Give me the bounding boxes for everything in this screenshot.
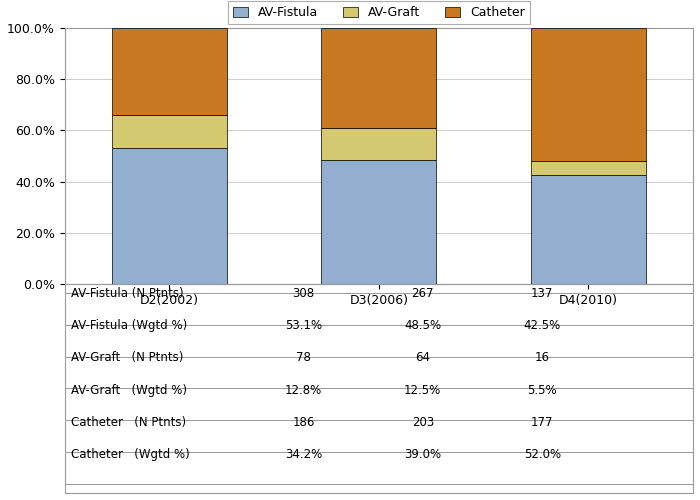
Bar — [321, 160, 436, 284]
Text: AV-Graft   (N Ptnts): AV-Graft (N Ptnts) — [71, 352, 183, 364]
Text: Catheter   (Wgtd %): Catheter (Wgtd %) — [71, 448, 190, 461]
Bar — [112, 28, 227, 116]
Bar — [531, 175, 646, 284]
Legend: AV-Fistula, AV-Graft, Catheter: AV-Fistula, AV-Graft, Catheter — [228, 1, 530, 24]
Bar — [531, 161, 646, 175]
Text: 5.5%: 5.5% — [527, 384, 557, 396]
Text: 12.8%: 12.8% — [285, 384, 322, 396]
Text: 48.5%: 48.5% — [404, 319, 442, 332]
Bar — [112, 148, 227, 284]
Text: 64: 64 — [415, 352, 430, 364]
Bar — [531, 28, 646, 161]
Text: 39.0%: 39.0% — [404, 448, 442, 461]
Bar — [321, 128, 436, 160]
Text: 137: 137 — [531, 287, 554, 300]
Text: 12.5%: 12.5% — [404, 384, 442, 396]
Text: 186: 186 — [292, 416, 314, 429]
Text: 203: 203 — [412, 416, 434, 429]
Text: 267: 267 — [412, 287, 434, 300]
Text: 34.2%: 34.2% — [285, 448, 322, 461]
Bar — [112, 116, 227, 148]
Text: AV-Fistula (N Ptnts): AV-Fistula (N Ptnts) — [71, 287, 183, 300]
Text: AV-Fistula (Wgtd %): AV-Fistula (Wgtd %) — [71, 319, 187, 332]
Text: 16: 16 — [535, 352, 550, 364]
Text: 177: 177 — [531, 416, 554, 429]
Text: 42.5%: 42.5% — [524, 319, 561, 332]
Text: AV-Graft   (Wgtd %): AV-Graft (Wgtd %) — [71, 384, 187, 396]
Bar — [321, 28, 436, 128]
Text: 53.1%: 53.1% — [285, 319, 322, 332]
Text: 78: 78 — [296, 352, 311, 364]
Text: 52.0%: 52.0% — [524, 448, 561, 461]
Text: 308: 308 — [293, 287, 314, 300]
Text: Catheter   (N Ptnts): Catheter (N Ptnts) — [71, 416, 186, 429]
